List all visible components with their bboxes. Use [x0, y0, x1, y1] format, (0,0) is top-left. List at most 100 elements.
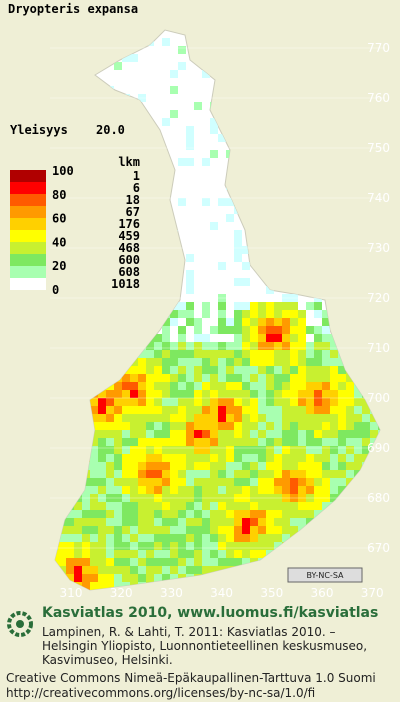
map-cell — [146, 494, 154, 502]
map-cell — [58, 550, 66, 558]
map-cell — [242, 518, 250, 526]
map-cell — [226, 454, 234, 462]
map-cell — [250, 494, 258, 502]
map-cell — [322, 110, 330, 118]
map-cell — [146, 478, 154, 486]
map-cell — [242, 566, 250, 574]
map-cell — [362, 478, 370, 486]
map-cell — [106, 310, 114, 318]
map-cell — [370, 406, 378, 414]
map-cell — [74, 422, 82, 430]
map-cell — [202, 310, 210, 318]
map-cell — [122, 518, 130, 526]
map-cell — [170, 510, 178, 518]
map-cell — [58, 302, 66, 310]
map-cell — [90, 366, 98, 374]
map-cell — [106, 574, 114, 582]
map-cell — [322, 558, 330, 566]
map-cell — [266, 374, 274, 382]
map-cell — [74, 374, 82, 382]
map-cell — [178, 374, 186, 382]
map-cell — [186, 366, 194, 374]
map-cell — [202, 374, 210, 382]
map-cell — [154, 454, 162, 462]
map-cell — [322, 318, 330, 326]
map-cell — [226, 406, 234, 414]
map-cell — [362, 558, 370, 566]
map-cell — [146, 302, 154, 310]
map-cell — [66, 510, 74, 518]
map-cell — [298, 310, 306, 318]
map-cell — [282, 310, 290, 318]
map-cell — [202, 558, 210, 566]
map-cell — [234, 238, 242, 246]
map-cell — [234, 374, 242, 382]
citation-line: Lampinen, R. & Lahti, T. 2011: Kasviatla… — [42, 625, 336, 639]
map-cell — [146, 558, 154, 566]
map-cell — [138, 302, 146, 310]
map-cell — [138, 134, 146, 142]
map-cell — [322, 534, 330, 542]
map-cell — [90, 550, 98, 558]
map-cell — [58, 470, 66, 478]
map-cell — [306, 302, 314, 310]
map-cell — [114, 510, 122, 518]
map-cell — [338, 166, 346, 174]
map-cell — [90, 446, 98, 454]
map-cell — [242, 470, 250, 478]
map-cell — [194, 454, 202, 462]
map-cell — [322, 62, 330, 70]
map-cell — [74, 358, 82, 366]
map-cell — [378, 78, 380, 86]
map-cell — [202, 454, 210, 462]
map-cell — [266, 70, 274, 78]
map-cell — [170, 398, 178, 406]
map-cell — [106, 414, 114, 422]
map-cell — [55, 406, 58, 414]
map-cell — [178, 310, 186, 318]
map-cell — [138, 534, 146, 542]
map-cell — [274, 174, 282, 182]
map-cell — [322, 374, 330, 382]
map-cell — [138, 558, 146, 566]
map-cell — [55, 462, 58, 470]
map-cell — [162, 478, 170, 486]
map-cell — [266, 470, 274, 478]
map-cell — [194, 526, 202, 534]
map-cell — [114, 422, 122, 430]
map-cell — [106, 366, 114, 374]
map-cell — [138, 454, 146, 462]
map-cell — [314, 118, 322, 126]
map-cell — [186, 446, 194, 454]
map-cell — [74, 566, 82, 574]
map-cell — [338, 534, 346, 542]
map-cell — [74, 454, 82, 462]
map-cell — [322, 414, 330, 422]
map-cell — [114, 414, 122, 422]
map-cell — [282, 174, 290, 182]
map-cell — [162, 38, 170, 46]
map-cell — [178, 158, 186, 166]
map-cell — [162, 574, 170, 582]
map-cell — [362, 422, 370, 430]
map-cell — [170, 494, 178, 502]
map-cell — [130, 374, 138, 382]
map-cell — [354, 134, 362, 142]
map-cell — [82, 438, 90, 446]
map-cell — [218, 38, 226, 46]
map-cell — [306, 358, 314, 366]
map-cell — [298, 382, 306, 390]
map-cell — [82, 526, 90, 534]
map-cell — [218, 302, 226, 310]
map-cell — [354, 406, 362, 414]
map-cell — [274, 518, 282, 526]
map-cell — [362, 270, 370, 278]
map-cell — [226, 326, 234, 334]
map-cell — [362, 382, 370, 390]
map-cell — [146, 278, 154, 286]
map-cell — [210, 150, 218, 158]
map-cell — [114, 502, 122, 510]
map-cell — [138, 374, 146, 382]
map-cell — [266, 206, 274, 214]
